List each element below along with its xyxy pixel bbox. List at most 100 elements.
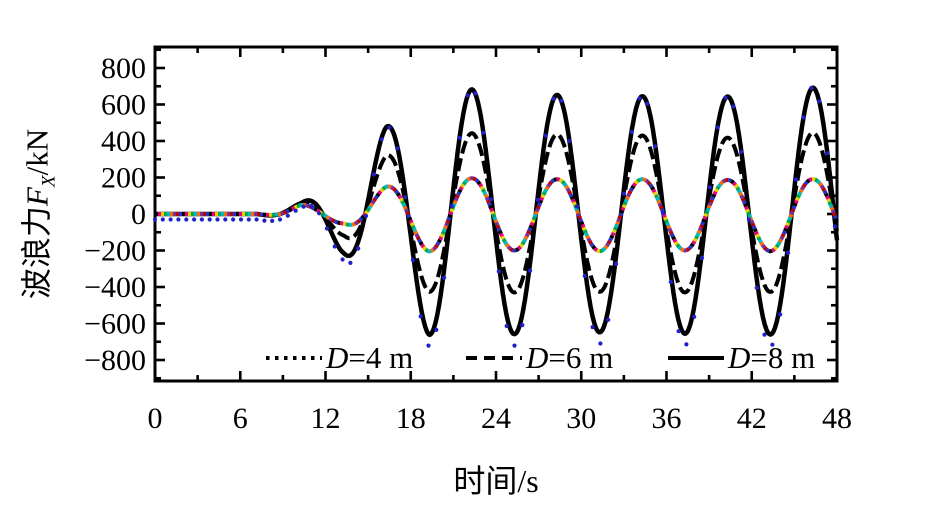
- series-d8-marker-dot: [293, 208, 298, 213]
- series-d8-marker-dot: [371, 172, 376, 177]
- series-d8-marker-dot: [457, 135, 462, 140]
- series-d8-marker-dot: [629, 129, 634, 135]
- series-d8-marker-dot: [387, 125, 392, 130]
- legend-d8-rest: =8 m: [750, 340, 816, 375]
- series-d8-marker-dot: [449, 203, 455, 209]
- x-tick-label: 42: [737, 402, 767, 435]
- series-d8-marker-dot: [590, 325, 595, 330]
- series-d8-marker-dot: [793, 177, 798, 182]
- series-d8-marker-dot: [488, 197, 494, 202]
- series-d8-marker-dot: [215, 217, 220, 222]
- series-d4-dotted-curve: [155, 176, 839, 254]
- legend-d8-var: D: [728, 340, 751, 375]
- series-d8-marker-dot: [223, 217, 228, 222]
- y-axis-title-prefix: 波浪力: [19, 206, 55, 300]
- legend-dotted-line-sample: [266, 356, 322, 360]
- series-d8-marker-dot: [168, 217, 173, 222]
- y-tick-label: 400: [101, 125, 146, 158]
- y-tick-label: −400: [84, 271, 146, 304]
- series-d8-marker-dot: [762, 332, 767, 337]
- series-d8-marker-dot: [512, 343, 517, 348]
- series-d8-marker-dot: [270, 218, 275, 223]
- series-d8-marker-dot: [340, 257, 345, 262]
- series-d4-dotted-curve: [155, 176, 839, 254]
- series-d8-marker-dot: [309, 203, 314, 208]
- y-tick-label: −200: [84, 235, 146, 268]
- x-tick-label: 6: [233, 402, 248, 435]
- series-d8-marker-dot: [825, 151, 830, 156]
- legend-label-d6: D=6 m: [526, 340, 613, 376]
- y-axis-title-subscript: X: [38, 175, 60, 188]
- y-axis-title: 波浪力FX/kN: [11, 129, 60, 299]
- series-d8-marker-dot: [676, 329, 681, 334]
- series-d8-marker-dot: [410, 258, 415, 263]
- series-d8-marker-dot: [746, 217, 752, 222]
- y-tick-label: 800: [101, 52, 146, 85]
- series-d8-marker-dot: [348, 260, 353, 265]
- series-d8-marker-dot: [246, 217, 251, 222]
- series-d8-marker-dot: [707, 185, 712, 190]
- y-axis-title-suffix: /kN: [19, 128, 55, 176]
- series-d8-marker-dot: [379, 137, 384, 142]
- legend-label-d8: D=8 m: [728, 340, 815, 376]
- series-d8-marker-dot: [778, 312, 783, 317]
- y-tick-label: 200: [101, 161, 146, 194]
- series-d8-marker-dot: [262, 218, 267, 223]
- series-d8-marker-dot: [418, 314, 423, 319]
- legend-item-d8: D=8 m: [668, 340, 815, 376]
- legend-item-d6: D=6 m: [466, 340, 613, 376]
- series-d8-marker-dot: [817, 99, 822, 104]
- y-tick-label: −600: [84, 308, 146, 341]
- series-d8-marker-dot: [504, 323, 509, 329]
- legend-d4-var: D: [326, 340, 349, 375]
- y-tick-label: 0: [131, 198, 146, 231]
- series-d8-marker-dot: [473, 91, 478, 96]
- y-tick-label: 600: [101, 88, 146, 121]
- series-d8-marker-dot: [254, 217, 259, 222]
- series-d8-marker-dot: [598, 341, 603, 346]
- series-d8-marker-dot: [356, 246, 361, 251]
- series-d8-solid-curve: [155, 85, 840, 338]
- series-d8-marker-dot: [567, 138, 572, 144]
- series-d8-marker-dot: [238, 217, 244, 222]
- series-d8-marker-dot: [551, 96, 556, 101]
- series-d8-marker-dot: [160, 217, 165, 222]
- x-axis-title: 时间/s: [453, 463, 539, 499]
- series-d8-marker-dot: [192, 217, 197, 222]
- series-d8-marker-dot: [520, 323, 525, 328]
- legend-label-d4: D=4 m: [326, 340, 413, 376]
- series-d8-marker-dot: [614, 261, 619, 266]
- series-d8-marker-dot: [739, 149, 744, 154]
- x-tick-label: 36: [652, 402, 682, 435]
- series-d8-marker-dot: [723, 95, 728, 100]
- series-d8-marker-dot: [535, 197, 541, 202]
- series-d8-marker-dot: [301, 204, 306, 209]
- series-d8-marker-dot: [715, 125, 720, 130]
- legend-d6-rest: =6 m: [548, 340, 614, 375]
- series-d8-marker-dot: [277, 217, 283, 222]
- series-d8-marker-dot: [481, 130, 486, 135]
- series-d8-marker-dot: [285, 213, 290, 218]
- series-d8-marker-dot: [582, 273, 587, 279]
- series-d8-marker-dot: [770, 342, 775, 347]
- y-tick-label: −800: [84, 344, 146, 377]
- series-d8-marker-dot: [184, 217, 189, 222]
- series-d8-marker-dot: [332, 244, 337, 249]
- x-tick-label: 24: [481, 402, 511, 435]
- series-d8-marker-dot: [442, 275, 447, 280]
- series-d8-marker-dot: [637, 96, 642, 101]
- series-d8-marker-dot: [645, 101, 650, 106]
- series-d8-marker-dot: [684, 342, 689, 347]
- x-tick-label: 18: [396, 402, 426, 435]
- series-d8-marker-dot: [434, 327, 439, 332]
- series-d8-marker-dot: [395, 146, 400, 151]
- legend-solid-line-sample: [668, 356, 724, 360]
- series-d8-marker-dot: [668, 279, 673, 285]
- series-d8-marker-dot: [403, 195, 408, 200]
- legend-dashed-line-sample: [466, 356, 522, 360]
- series-d8-marker-dot: [606, 317, 611, 322]
- series-d8-marker-dot: [199, 217, 204, 222]
- series-d8-marker-dot: [543, 133, 548, 138]
- series-d8-marker-dot: [363, 213, 369, 219]
